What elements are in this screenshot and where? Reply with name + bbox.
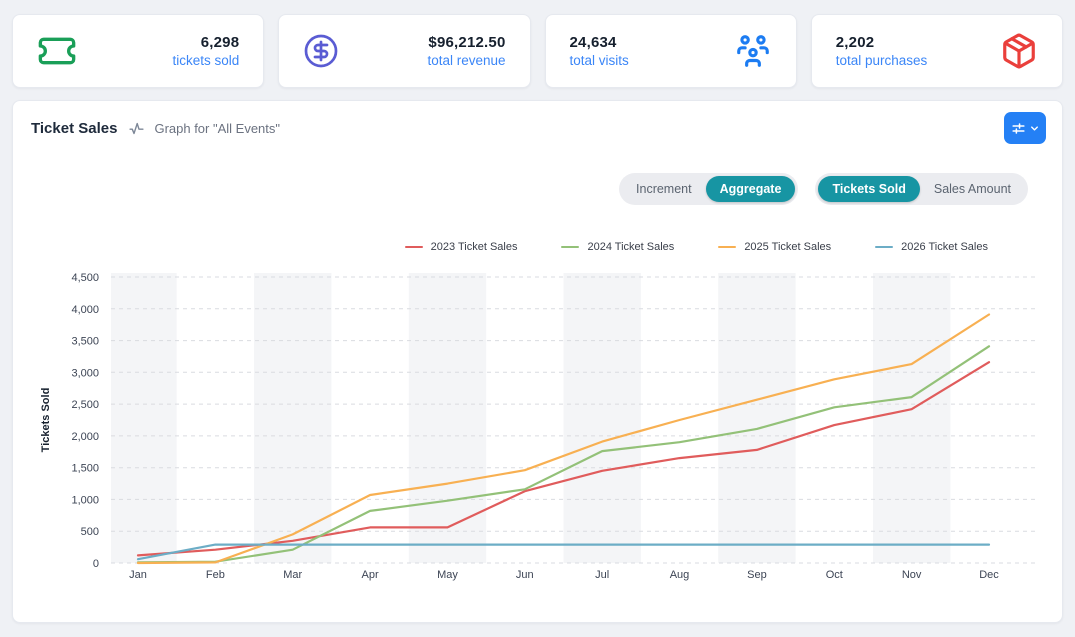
- svg-text:1,000: 1,000: [71, 494, 99, 506]
- svg-text:Jun: Jun: [516, 569, 534, 581]
- legend-label: 2023 Ticket Sales: [430, 241, 518, 253]
- legend-item[interactable]: 2025 Ticket Sales: [718, 241, 831, 253]
- svg-text:4,000: 4,000: [71, 304, 99, 316]
- stat-value: 24,634: [569, 34, 617, 51]
- chart-controls: Increment Aggregate Tickets Sold Sales A…: [13, 173, 1028, 205]
- svg-text:3,000: 3,000: [71, 367, 99, 379]
- svg-text:500: 500: [81, 526, 99, 538]
- svg-text:Tickets Sold: Tickets Sold: [40, 388, 52, 453]
- stat-value: 2,202: [835, 34, 875, 51]
- stat-card-tickets-sold: 6,298 tickets sold: [12, 14, 265, 88]
- ticket-sales-panel: Ticket Sales Graph for "All Events" Incr: [12, 100, 1063, 623]
- legend-label: 2026 Ticket Sales: [901, 241, 988, 253]
- toggle-aggregate[interactable]: Aggregate: [705, 176, 796, 202]
- svg-text:Dec: Dec: [979, 569, 999, 581]
- sliders-icon: [1010, 120, 1027, 137]
- stat-card-total-revenue: $96,212.50 total revenue: [278, 14, 531, 88]
- legend-item[interactable]: 2026 Ticket Sales: [875, 241, 988, 253]
- legend-swatch: [404, 245, 423, 249]
- svg-text:Jul: Jul: [595, 569, 609, 581]
- svg-text:Apr: Apr: [362, 569, 379, 581]
- legend-swatch: [718, 245, 737, 249]
- svg-text:Jan: Jan: [129, 569, 147, 581]
- legend-label: 2024 Ticket Sales: [587, 241, 675, 253]
- svg-text:Feb: Feb: [206, 569, 225, 581]
- legend-item[interactable]: 2023 Ticket Sales: [404, 241, 518, 253]
- svg-text:4,500: 4,500: [71, 272, 99, 284]
- panel-subtitle: Graph for "All Events": [154, 120, 281, 136]
- stat-card-total-purchases: 2,202 total purchases: [810, 14, 1063, 88]
- legend-swatch: [561, 245, 580, 249]
- stat-label: total purchases: [835, 53, 928, 68]
- legend-label: 2025 Ticket Sales: [744, 241, 832, 253]
- chart-area: 0 500 1,000 1,500 2,000 2,500 3,000 3,500 4,000 4…: [13, 265, 1062, 623]
- chevron-down-icon: [1029, 123, 1040, 134]
- ticket-sales-line-chart[interactable]: 0 500 1,000 1,500 2,000 2,500 3,000 3,500 4,000 4…: [13, 265, 1062, 623]
- stat-value: 6,298: [200, 34, 240, 51]
- mode-toggle-group: Increment Aggregate: [619, 173, 799, 205]
- panel-title: Ticket Sales: [31, 119, 118, 137]
- metric-toggle-group: Tickets Sold Sales Amount: [815, 173, 1028, 205]
- toggle-tickets-sold[interactable]: Tickets Sold: [818, 176, 920, 202]
- svg-text:2,500: 2,500: [71, 399, 99, 411]
- toggle-sales-amount[interactable]: Sales Amount: [920, 176, 1025, 202]
- stat-label: total revenue: [427, 53, 506, 68]
- stat-cards-row: 6,298 tickets sold $96,212.50 total reve…: [12, 14, 1063, 88]
- stat-label: total visits: [569, 53, 629, 68]
- stat-card-total-visits: 24,634 total visits: [544, 14, 797, 88]
- svg-text:0: 0: [93, 558, 99, 570]
- svg-text:Oct: Oct: [826, 569, 843, 581]
- ticket-icon: [37, 31, 77, 71]
- svg-text:2,000: 2,000: [71, 431, 99, 443]
- legend-swatch: [875, 245, 894, 249]
- chart-filter-button[interactable]: [1004, 112, 1046, 144]
- svg-text:Aug: Aug: [670, 569, 690, 581]
- svg-text:3,500: 3,500: [71, 336, 99, 348]
- package-icon: [1000, 32, 1038, 70]
- users-group-icon: [734, 32, 772, 70]
- legend-item[interactable]: 2024 Ticket Sales: [561, 241, 674, 253]
- toggle-increment[interactable]: Increment: [622, 176, 706, 202]
- dollar-circle-icon: [303, 33, 339, 69]
- svg-text:May: May: [437, 569, 458, 581]
- svg-text:Nov: Nov: [902, 569, 922, 581]
- panel-header: Ticket Sales Graph for "All Events": [13, 101, 1062, 153]
- stat-value: $96,212.50: [428, 34, 506, 51]
- activity-icon: [128, 120, 145, 137]
- svg-text:Sep: Sep: [747, 569, 767, 581]
- chart-legend: 2023 Ticket Sales 2024 Ticket Sales 2025 T…: [13, 241, 988, 253]
- svg-text:1,500: 1,500: [71, 463, 99, 475]
- svg-text:Mar: Mar: [283, 569, 302, 581]
- stat-label: tickets sold: [172, 53, 240, 68]
